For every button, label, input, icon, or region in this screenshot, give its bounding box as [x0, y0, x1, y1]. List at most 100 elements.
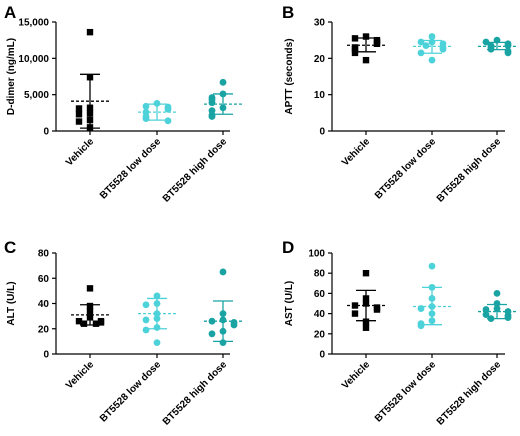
y-tick-label: 60: [38, 274, 50, 285]
data-point: [428, 295, 436, 302]
series-2: [413, 262, 451, 330]
x-tick-label: Vehicle: [64, 136, 96, 168]
data-point: [487, 45, 495, 53]
data-point: [417, 38, 425, 46]
data-point: [219, 104, 227, 112]
data-point: [86, 302, 94, 310]
x-tick-label: BT5528 low dose: [373, 359, 438, 424]
data-point: [493, 36, 501, 44]
data-point: [153, 339, 161, 347]
y-axis-label: APTT (seconds): [284, 38, 295, 114]
data-point: [482, 306, 490, 313]
data-point: [219, 78, 227, 86]
data-point: [142, 326, 150, 334]
panel-letter: D: [282, 238, 294, 257]
data-point: [422, 42, 430, 50]
data-point: [164, 105, 172, 113]
y-tick-label: 80: [38, 249, 50, 260]
data-point: [428, 38, 436, 46]
y-tick-label: 20: [38, 324, 50, 335]
y-axis-label: D-dimer (ng/mL): [6, 38, 17, 115]
series-3: [204, 268, 242, 347]
data-point: [219, 316, 227, 324]
panel-d: D 0 20 40 60 80 100 AST (U/L) Vehicle BT5528 low …: [282, 238, 516, 428]
data-point: [504, 314, 512, 322]
data-point: [428, 262, 436, 270]
data-point: [75, 105, 83, 112]
data-point: [153, 310, 161, 317]
y-tick-label: 30: [314, 18, 326, 29]
data-point: [153, 292, 161, 300]
data-point: [153, 300, 161, 307]
x-tick-label: Vehicle: [340, 359, 372, 391]
x-tick-label: BT5528 high dose: [161, 136, 230, 205]
data-point: [373, 40, 381, 47]
panel-letter: C: [4, 238, 16, 257]
y-axis-label: ALT (U/L): [6, 281, 17, 325]
y-tick-label: 40: [38, 299, 50, 310]
y-tick-label: 100: [308, 249, 325, 260]
data-point: [493, 290, 501, 297]
data-point: [142, 301, 150, 309]
data-point: [142, 102, 150, 110]
y-tick-label: 60: [314, 289, 326, 300]
series-2: [138, 292, 176, 347]
data-point: [153, 324, 161, 331]
series-3: [478, 36, 516, 57]
x-tick-label: BT5528 low dose: [373, 136, 438, 201]
series-2: [413, 33, 451, 64]
y-axis-label: AST (U/L): [284, 281, 295, 327]
data-point: [142, 115, 150, 123]
data-point: [230, 321, 238, 329]
data-point: [362, 324, 370, 331]
data-point: [504, 49, 512, 57]
data-point: [97, 319, 105, 326]
panel-letter: A: [4, 3, 16, 22]
data-point: [142, 316, 150, 324]
data-point: [428, 310, 436, 317]
data-point: [428, 56, 436, 64]
data-point: [86, 285, 94, 292]
x-tick-label: Vehicle: [64, 359, 96, 391]
data-point: [351, 302, 359, 309]
data-point: [417, 305, 425, 312]
data-point: [86, 116, 94, 124]
data-point: [362, 295, 370, 302]
data-point: [219, 268, 227, 276]
data-point: [362, 33, 370, 40]
data-point: [86, 314, 94, 321]
data-point: [428, 283, 436, 291]
x-tick-label: BT5528 high dose: [161, 359, 230, 428]
data-point: [208, 330, 216, 338]
data-point: [351, 46, 359, 53]
data-point: [351, 35, 359, 42]
y-tick-label: 10,000: [18, 54, 49, 65]
data-point: [493, 300, 501, 307]
series-1: [347, 270, 385, 331]
data-point: [80, 320, 88, 327]
data-point: [493, 305, 501, 312]
y-tick-label: 40: [314, 309, 326, 320]
data-point: [92, 320, 100, 327]
series-1: [71, 285, 109, 327]
data-point: [428, 33, 436, 40]
data-point: [417, 49, 425, 57]
series-3: [204, 78, 242, 120]
series-1: [71, 28, 109, 131]
data-point: [219, 339, 227, 347]
data-point: [208, 317, 216, 325]
panel-c: C 0 20 40 60 80 ALT (U/L) Vehicle BT5528 low dos…: [4, 238, 242, 428]
data-point: [351, 49, 359, 57]
data-point: [208, 99, 216, 107]
x-tick-label: BT5528 low dose: [98, 359, 163, 424]
x-tick-label: BT5528 high dose: [435, 359, 504, 428]
data-point: [417, 322, 425, 330]
series-2: [138, 99, 176, 125]
y-tick-label: 5,000: [24, 90, 49, 101]
data-point: [75, 111, 83, 118]
y-tick-label: 0: [319, 350, 325, 361]
data-point: [482, 311, 490, 319]
x-tick-label: Vehicle: [340, 136, 372, 168]
data-point: [428, 303, 436, 310]
